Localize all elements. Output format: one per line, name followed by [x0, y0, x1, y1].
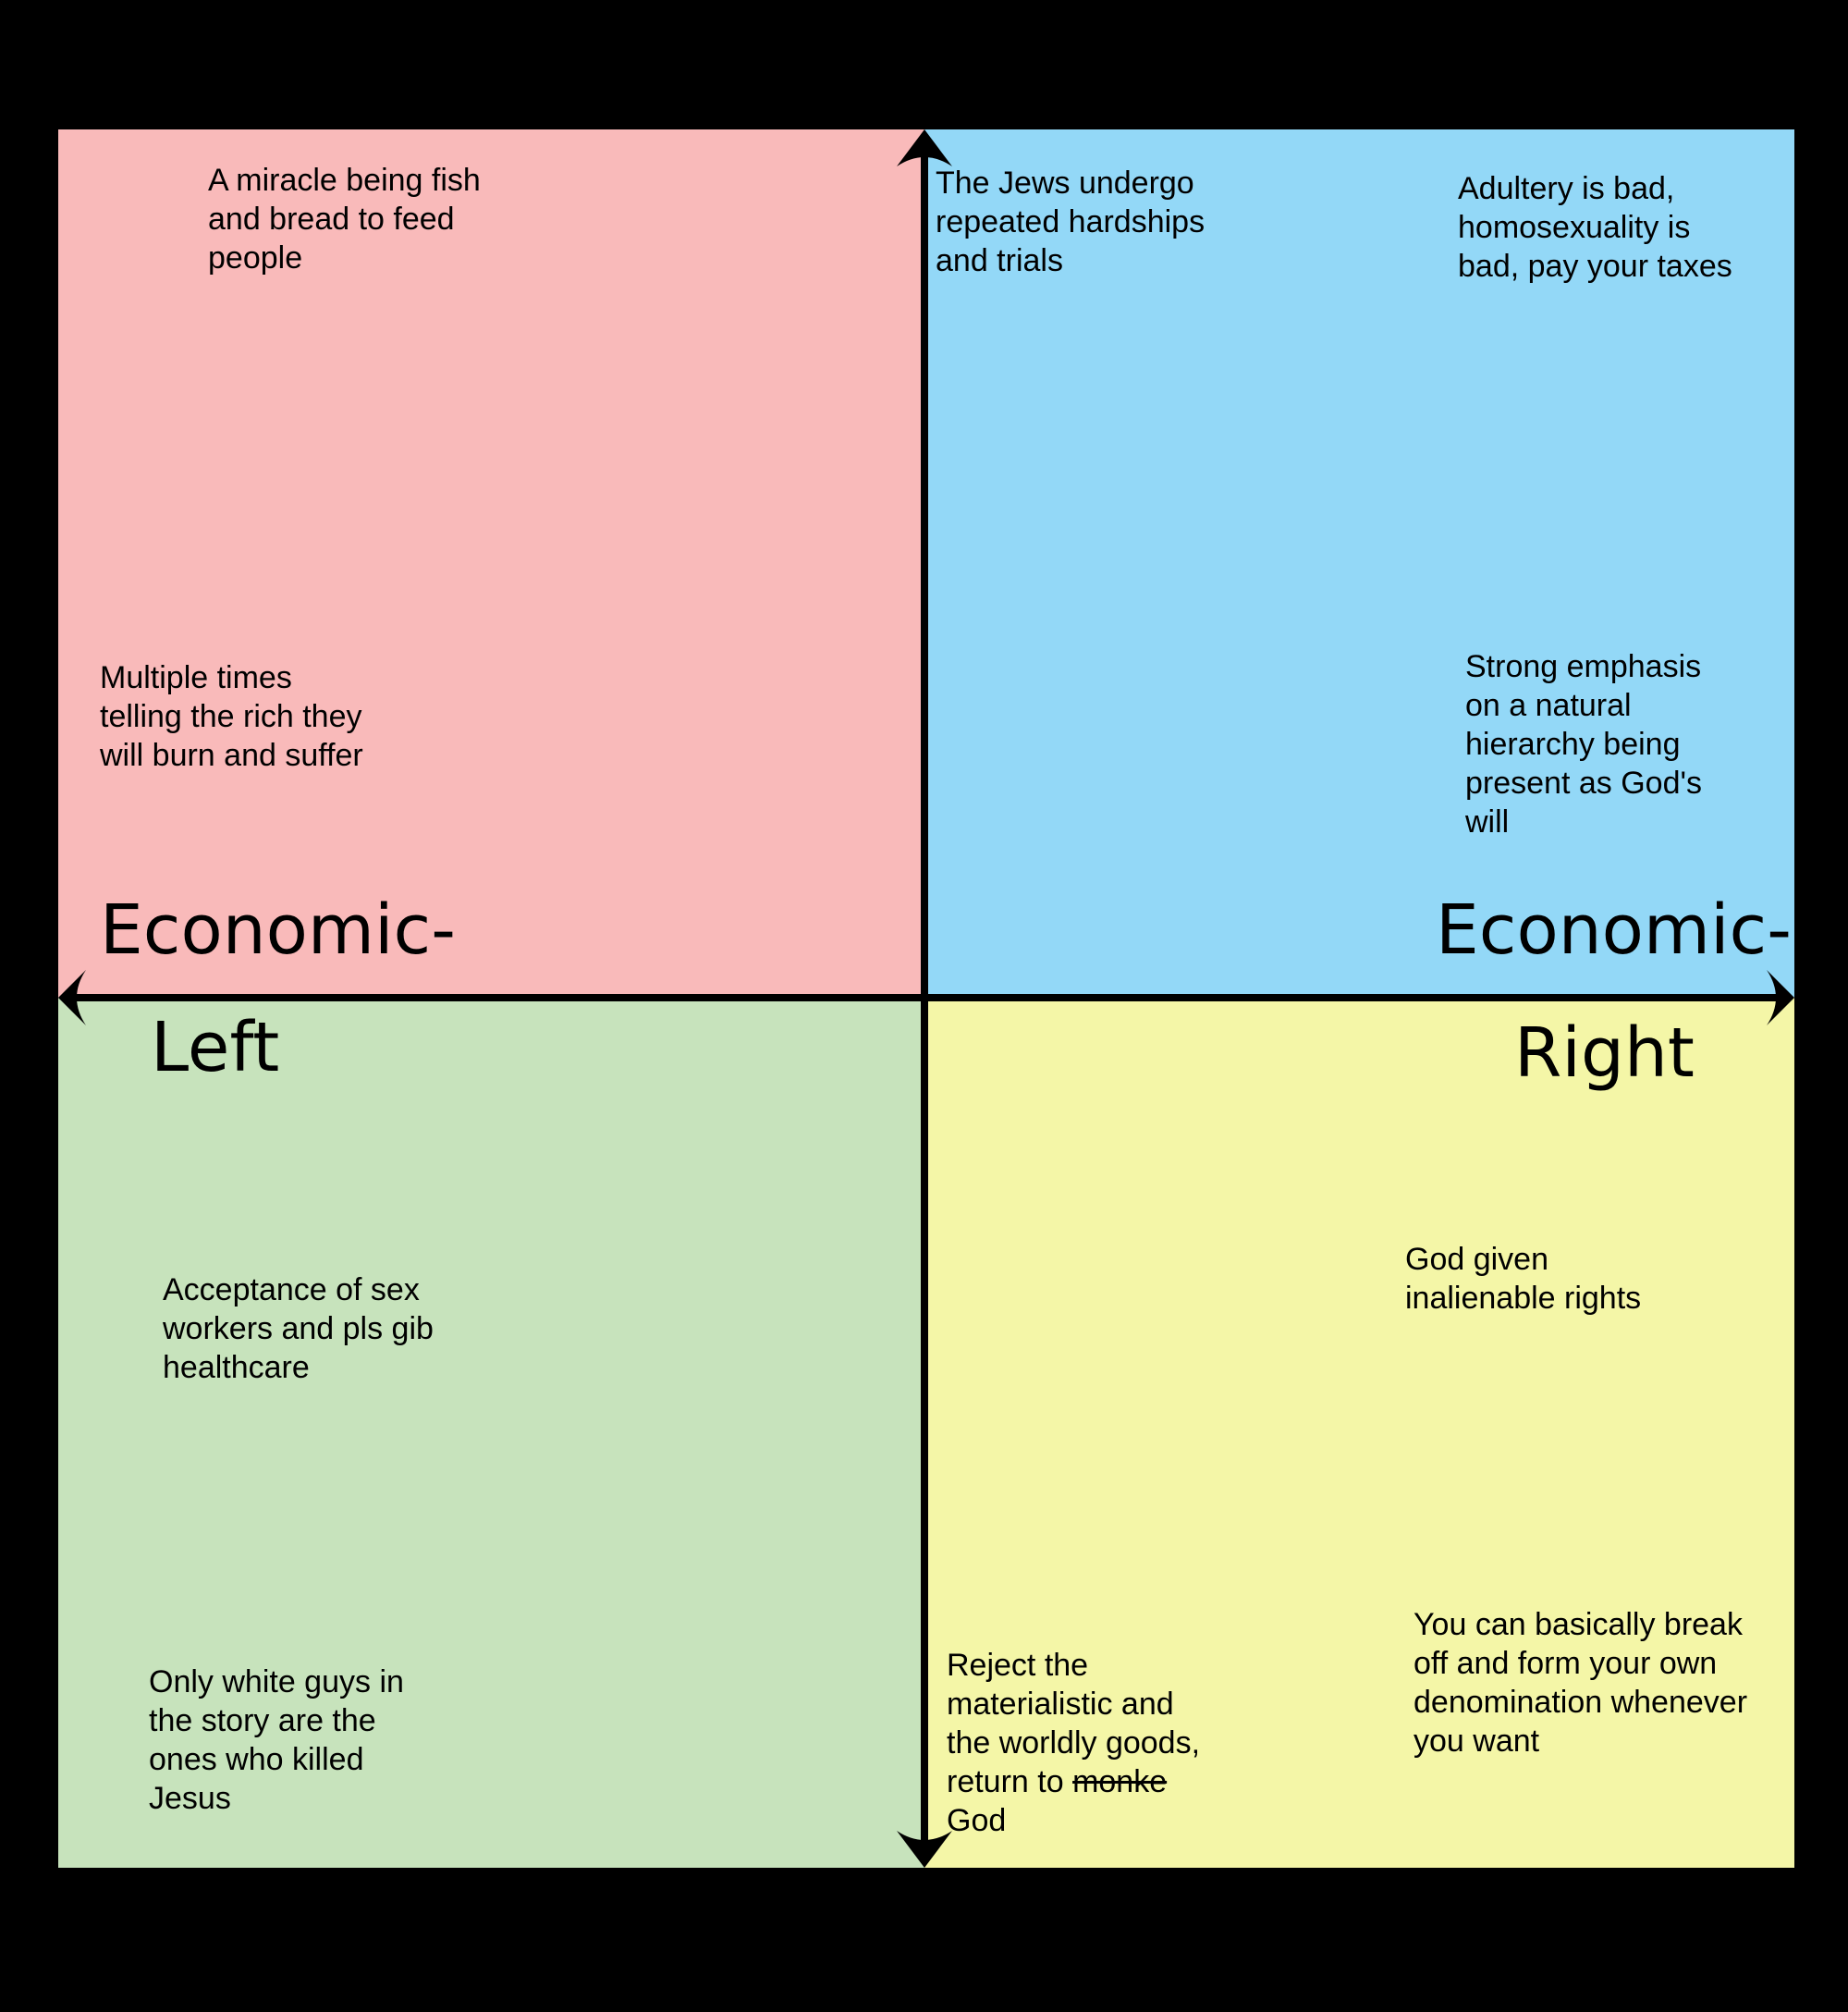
axis-label-economic-left-line2: Left: [151, 1008, 279, 1087]
note-sex-workers-healthcare: Acceptance of sex workers and pls gib he…: [163, 1270, 434, 1387]
note-natural-hierarchy: Strong emphasis on a natural hierarchy b…: [1465, 647, 1702, 841]
axis-label-economic-right-line2: Right: [1514, 1013, 1695, 1093]
note-fish-and-bread: A miracle being fish and bread to feed p…: [208, 161, 481, 277]
note-reject-materialism: Reject the materialistic and the worldly…: [947, 1646, 1200, 1840]
struck-word: monke: [1072, 1764, 1167, 1799]
note-killed-jesus: Only white guys in the story are the one…: [149, 1662, 404, 1818]
axis-label-economic-right-line1: Economic-: [1436, 890, 1792, 970]
note-rich-will-burn: Multiple times telling the rich they wil…: [100, 658, 363, 775]
note-own-denomination: You can basically break off and form you…: [1414, 1605, 1747, 1760]
axis-label-economic-left-line1: Economic-: [100, 890, 456, 970]
note-jews-hardships: The Jews undergo repeated hardships and …: [936, 164, 1205, 280]
note-adultery-taxes: Adultery is bad, homosexuality is bad, p…: [1458, 169, 1732, 286]
note-reject-materialism-last-line: God: [947, 1803, 1006, 1838]
note-inalienable-rights: God given inalienable rights: [1405, 1240, 1641, 1318]
